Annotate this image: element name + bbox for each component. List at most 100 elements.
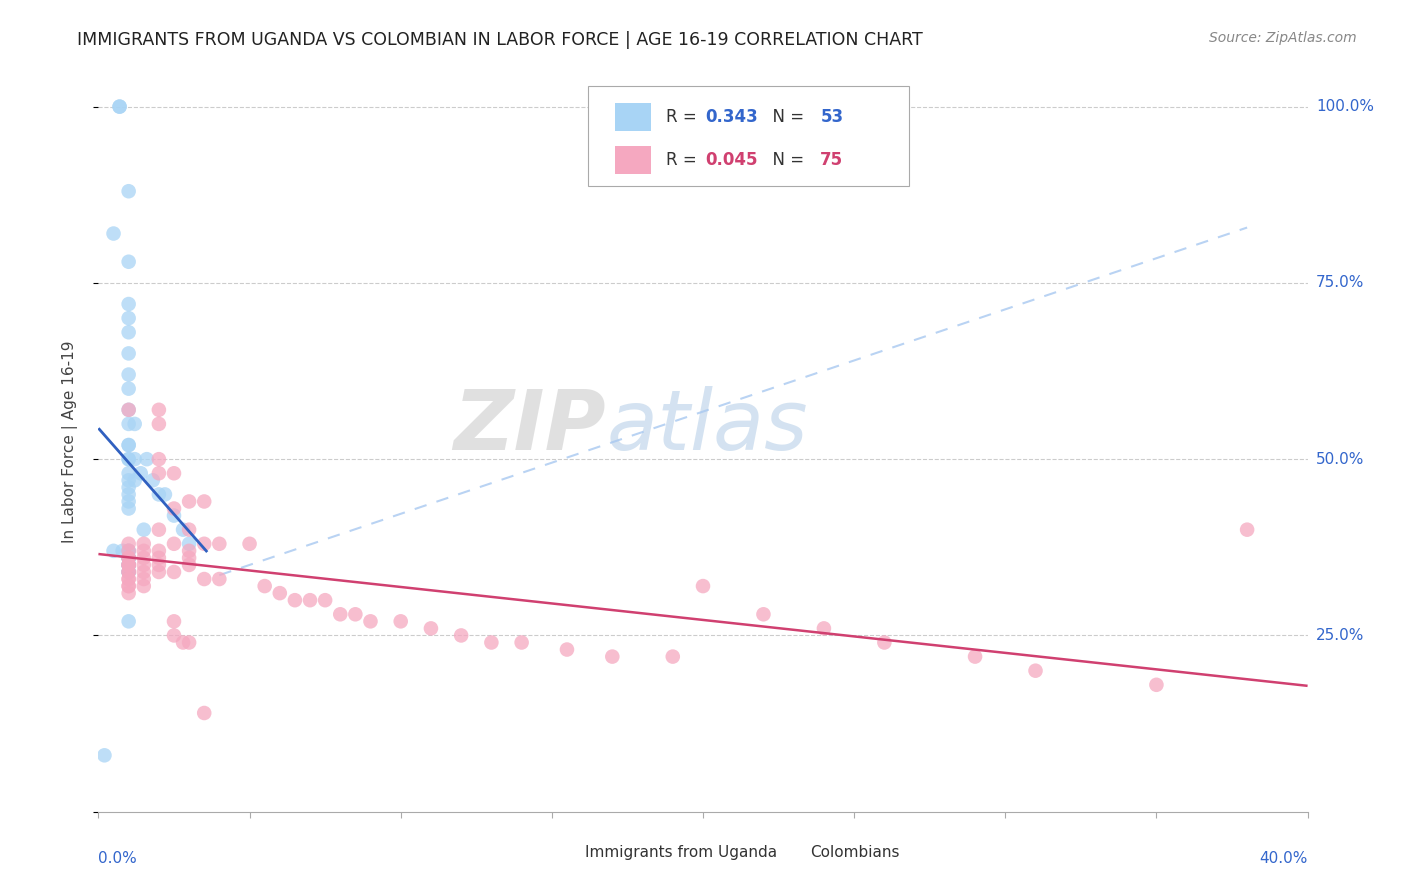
- Point: [239, 537, 262, 551]
- Point: [148, 487, 170, 501]
- Text: R =: R =: [665, 151, 702, 169]
- Point: [1144, 678, 1167, 692]
- Point: [602, 649, 624, 664]
- Point: [135, 452, 157, 467]
- Point: [132, 537, 155, 551]
- Point: [193, 572, 215, 586]
- Point: [132, 544, 155, 558]
- Point: [118, 544, 141, 558]
- Point: [329, 607, 352, 622]
- Point: [163, 501, 186, 516]
- Point: [118, 565, 141, 579]
- Point: [1024, 664, 1046, 678]
- Point: [118, 579, 141, 593]
- Point: [314, 593, 336, 607]
- Point: [118, 550, 141, 565]
- Point: [132, 558, 155, 572]
- Point: [179, 635, 201, 649]
- Point: [163, 467, 186, 481]
- Point: [118, 572, 141, 586]
- Point: [118, 550, 141, 565]
- Point: [118, 417, 141, 431]
- Text: Colombians: Colombians: [811, 845, 900, 860]
- Point: [118, 467, 141, 481]
- Point: [103, 227, 125, 241]
- Text: 25.0%: 25.0%: [1316, 628, 1364, 643]
- Point: [118, 494, 141, 508]
- Point: [118, 452, 141, 467]
- Point: [193, 706, 215, 720]
- Point: [813, 621, 835, 635]
- Text: 40.0%: 40.0%: [1260, 851, 1308, 865]
- Point: [118, 565, 141, 579]
- Point: [142, 473, 165, 487]
- Point: [873, 635, 896, 649]
- Text: ZIP: ZIP: [454, 386, 606, 467]
- Point: [118, 558, 141, 572]
- Point: [118, 297, 141, 311]
- Point: [118, 325, 141, 339]
- Point: [118, 572, 141, 586]
- Point: [269, 586, 291, 600]
- Point: [163, 537, 186, 551]
- Point: [179, 550, 201, 565]
- Point: [118, 537, 141, 551]
- Point: [510, 635, 533, 649]
- Point: [118, 550, 141, 565]
- Point: [172, 635, 194, 649]
- Point: [108, 100, 131, 114]
- Text: N =: N =: [762, 151, 810, 169]
- Point: [163, 628, 186, 642]
- Point: [450, 628, 472, 642]
- Point: [965, 649, 987, 664]
- Point: [148, 544, 170, 558]
- Point: [118, 550, 141, 565]
- Point: [118, 565, 141, 579]
- Point: [148, 550, 170, 565]
- Point: [148, 558, 170, 572]
- Point: [148, 523, 170, 537]
- FancyBboxPatch shape: [614, 103, 651, 131]
- Point: [93, 748, 115, 763]
- Point: [118, 550, 141, 565]
- FancyBboxPatch shape: [779, 845, 806, 861]
- Point: [163, 508, 186, 523]
- Point: [118, 579, 141, 593]
- Point: [299, 593, 322, 607]
- Text: N =: N =: [762, 109, 810, 127]
- Point: [124, 417, 146, 431]
- Point: [360, 615, 382, 629]
- Point: [118, 452, 141, 467]
- Point: [1236, 523, 1258, 537]
- Point: [172, 523, 194, 537]
- Point: [148, 417, 170, 431]
- Text: R =: R =: [665, 109, 702, 127]
- Point: [132, 565, 155, 579]
- Point: [193, 537, 215, 551]
- Point: [118, 550, 141, 565]
- Y-axis label: In Labor Force | Age 16-19: In Labor Force | Age 16-19: [62, 340, 77, 543]
- Point: [661, 649, 683, 664]
- Point: [148, 402, 170, 417]
- Point: [118, 558, 141, 572]
- FancyBboxPatch shape: [553, 845, 579, 861]
- Text: 0.343: 0.343: [706, 109, 758, 127]
- Text: IMMIGRANTS FROM UGANDA VS COLOMBIAN IN LABOR FORCE | AGE 16-19 CORRELATION CHART: IMMIGRANTS FROM UGANDA VS COLOMBIAN IN L…: [77, 31, 924, 49]
- Text: Immigrants from Uganda: Immigrants from Uganda: [585, 845, 776, 860]
- Point: [752, 607, 775, 622]
- Text: 75.0%: 75.0%: [1316, 276, 1364, 291]
- Point: [692, 579, 714, 593]
- Point: [344, 607, 367, 622]
- Point: [208, 537, 231, 551]
- Point: [124, 452, 146, 467]
- FancyBboxPatch shape: [588, 87, 908, 186]
- Point: [118, 558, 141, 572]
- Text: 53: 53: [820, 109, 844, 127]
- Point: [132, 579, 155, 593]
- Point: [118, 184, 141, 198]
- Text: atlas: atlas: [606, 386, 808, 467]
- Point: [179, 537, 201, 551]
- Text: 0.045: 0.045: [706, 151, 758, 169]
- Point: [118, 438, 141, 452]
- Point: [179, 558, 201, 572]
